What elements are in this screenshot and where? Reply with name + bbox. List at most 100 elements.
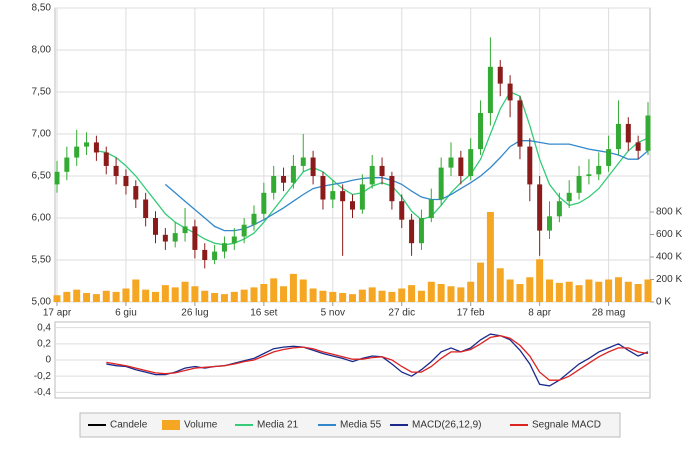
candle-body — [507, 83, 513, 101]
volume-bar — [191, 286, 199, 302]
candle-body — [448, 157, 454, 168]
volume-bar — [220, 294, 228, 302]
y2-tick-label: 800 K — [656, 207, 682, 218]
legend-label: Segnale MACD — [532, 420, 601, 431]
x-tick-label: 28 mag — [592, 308, 625, 319]
volume-bar — [467, 281, 475, 302]
volume-bar — [152, 291, 159, 302]
candle-body — [123, 176, 129, 187]
y-tick-label: 8,50 — [32, 3, 52, 14]
candle-body — [487, 66, 493, 113]
y-tick-label: 0,4 — [37, 322, 51, 333]
volume-bar — [201, 290, 209, 302]
x-tick-label: 17 feb — [457, 308, 485, 319]
candle-body — [241, 224, 247, 237]
volume-bar — [309, 288, 317, 302]
volume-bar — [634, 284, 642, 302]
volume-bar — [437, 284, 445, 302]
y-tick-label: -0,2 — [34, 371, 52, 382]
y-tick-label: 7,00 — [32, 129, 52, 140]
candle-body — [281, 176, 287, 183]
volume-bar — [457, 287, 465, 302]
volume-bar — [496, 268, 504, 302]
legend-label: Candele — [110, 420, 148, 431]
y2-tick-label: 400 K — [656, 252, 682, 263]
candle-body — [133, 186, 139, 200]
volume-bar — [230, 291, 238, 302]
candle-body — [300, 157, 306, 166]
volume-bar — [506, 279, 514, 302]
volume-bar — [427, 281, 435, 302]
candle-body — [64, 157, 70, 172]
y2-tick-label: 600 K — [656, 229, 682, 240]
candle-body — [409, 219, 415, 244]
volume-bar — [388, 291, 396, 302]
volume-bar — [83, 293, 91, 302]
candle-body — [596, 165, 602, 175]
candle-body — [379, 165, 385, 176]
volume-bar — [378, 290, 386, 302]
volume-bar — [486, 212, 494, 302]
candle-body — [330, 191, 336, 200]
volume-bar — [250, 287, 258, 302]
candle-body — [527, 146, 533, 185]
candle-body — [93, 142, 99, 153]
volume-bar — [408, 285, 416, 302]
volume-bar — [477, 262, 485, 302]
legend-label: Media 55 — [340, 420, 382, 431]
candle-body — [320, 176, 326, 200]
volume-bar — [132, 279, 140, 302]
y-tick-label: 8,00 — [32, 45, 52, 56]
x-tick-label: 8 apr — [528, 308, 551, 319]
volume-bar — [595, 281, 603, 302]
candle-body — [143, 199, 149, 218]
candle-body — [468, 149, 474, 176]
volume-bar — [280, 286, 288, 302]
legend-label: Media 21 — [257, 420, 299, 431]
candle-body — [221, 243, 227, 252]
candle-body — [261, 192, 267, 214]
candle-body — [271, 176, 277, 193]
candle-body — [586, 174, 592, 176]
volume-bar — [161, 285, 169, 302]
y-tick-label: 0 — [45, 355, 51, 366]
candle-body — [566, 192, 572, 202]
volume-bar — [614, 277, 622, 302]
candle-body — [231, 236, 237, 244]
candle-body — [340, 191, 346, 202]
x-tick-label: 16 set — [250, 308, 277, 319]
volume-bar — [516, 284, 524, 302]
volume-bar — [546, 279, 553, 302]
x-tick-label: 5 nov — [321, 308, 345, 319]
volume-bar — [644, 279, 652, 302]
y-tick-label: 7,50 — [32, 87, 52, 98]
candle-body — [418, 218, 424, 244]
candle-body — [172, 233, 178, 242]
volume-bar — [260, 284, 268, 302]
y-tick-label: 6,00 — [32, 213, 52, 224]
candle-body — [251, 213, 257, 225]
x-tick-label: 27 dic — [388, 308, 415, 319]
candle-body — [192, 226, 198, 250]
y-tick-label: -0,4 — [34, 387, 52, 398]
volume-bar — [575, 285, 583, 302]
candle-body — [153, 218, 158, 235]
candle-body — [389, 176, 395, 202]
candle-body — [478, 113, 484, 150]
volume-bar — [240, 289, 248, 302]
volume-bar — [555, 282, 563, 302]
candle-body — [54, 171, 60, 185]
candle-body — [359, 184, 365, 210]
volume-bar — [605, 279, 613, 302]
volume-bar — [53, 295, 61, 302]
y-tick-label: 0,2 — [37, 338, 51, 349]
volume-bar — [299, 279, 307, 302]
volume-bar — [358, 289, 366, 302]
volume-bar — [181, 281, 189, 302]
volume-bar — [73, 289, 81, 302]
volume-bar — [112, 291, 120, 302]
volume-bar — [447, 286, 455, 302]
candle-body — [310, 157, 316, 176]
candle-body — [74, 146, 80, 158]
